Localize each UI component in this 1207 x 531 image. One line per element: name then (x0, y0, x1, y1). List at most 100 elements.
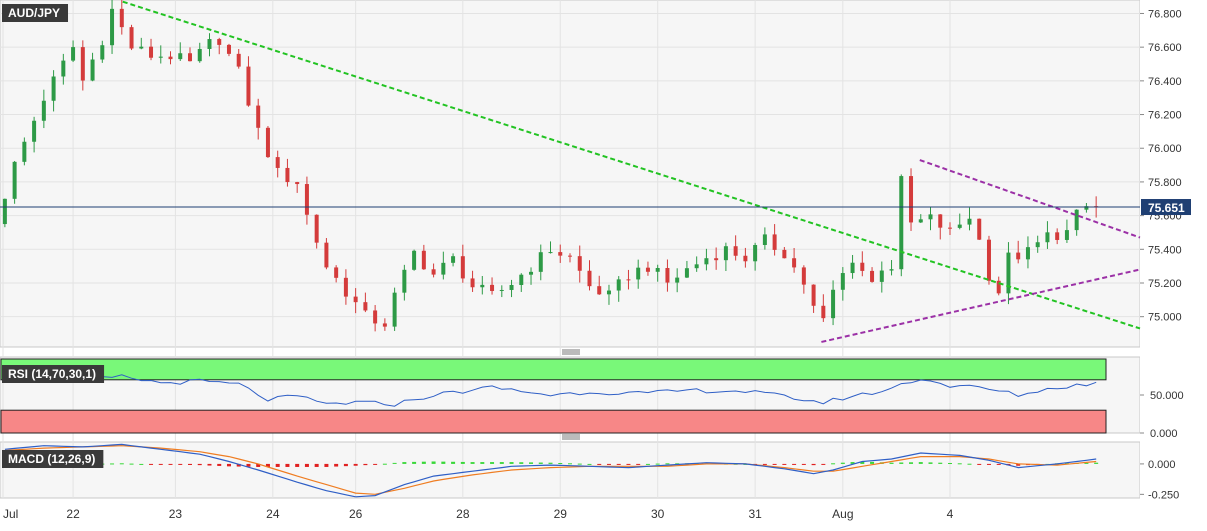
macd-histogram-bar (831, 463, 836, 465)
x-tick-label: Aug (832, 507, 853, 521)
candle (343, 269, 348, 305)
candle-body (51, 76, 56, 101)
candle (265, 126, 270, 158)
macd-histogram-bar (402, 462, 407, 464)
candle (392, 287, 397, 331)
macd-histogram-bar (772, 463, 777, 465)
candle-body (119, 8, 124, 28)
candle-body (382, 323, 387, 327)
x-tick-label: 31 (748, 507, 762, 521)
candle (32, 116, 37, 153)
macd-histogram-bar (977, 463, 982, 465)
candle (850, 254, 855, 279)
candle (295, 181, 300, 193)
green-downtrend-trendline (122, 0, 1141, 330)
x-tick-label: 23 (169, 507, 183, 521)
candle (675, 268, 680, 293)
macd-line (4, 443, 1097, 498)
candle-body (90, 59, 95, 81)
candle-body (441, 262, 446, 275)
candle (119, 0, 124, 35)
candle (977, 218, 982, 241)
x-tick-label: 22 (66, 507, 80, 521)
price-title-badge-text: AUD/JPY (8, 6, 60, 20)
candle-body (61, 60, 66, 77)
candle (71, 40, 76, 63)
candle-body (1084, 206, 1089, 210)
candle-body (762, 234, 767, 245)
candle (753, 242, 758, 271)
candle-body (490, 284, 495, 291)
macd-histogram-bar (509, 462, 514, 464)
candle (899, 174, 904, 277)
price-title-badge (2, 4, 69, 22)
candle (158, 45, 163, 64)
candle-body (334, 267, 339, 278)
macd-histogram-bar (499, 462, 504, 464)
candle-body (675, 277, 680, 283)
macd-tick-label: -0.250 (1148, 489, 1179, 501)
candle-body (577, 256, 582, 271)
macd-histogram-bar (948, 463, 952, 464)
macd-histogram-bar (606, 463, 611, 465)
candle (324, 238, 329, 270)
candle (665, 259, 670, 292)
macd-histogram-bar (197, 463, 202, 466)
candle-body (12, 161, 17, 199)
candle (431, 263, 436, 278)
candle (373, 305, 378, 332)
candle (723, 242, 728, 271)
candle-body (314, 214, 319, 243)
purple-upper-trendline (919, 159, 1141, 239)
price-layer (0, 0, 1141, 343)
candle (645, 261, 650, 276)
candle (314, 214, 319, 249)
candle (110, 0, 115, 54)
candle-body (587, 270, 592, 287)
macd-histogram-bar (158, 463, 163, 465)
candle (246, 56, 251, 107)
candle (879, 261, 884, 293)
price-tick-label: 76.200 (1148, 110, 1182, 122)
candle-body (665, 268, 670, 283)
macd-histogram-bar (909, 462, 914, 464)
candle (811, 284, 816, 313)
last-price-badge (1141, 199, 1191, 216)
macd-histogram-bar (431, 461, 436, 464)
macd-histogram-bar (568, 463, 572, 465)
candle-body (158, 56, 163, 58)
macd-histogram-bar (889, 462, 894, 464)
macd-histogram-bar (304, 463, 309, 467)
macd-histogram-bar (636, 463, 641, 465)
candle-body (207, 39, 212, 49)
candle-body (304, 184, 309, 215)
price-tick-label: 75.000 (1148, 312, 1182, 324)
rsi-line (4, 374, 1097, 407)
candle (568, 253, 572, 263)
macd-histogram-bar (110, 463, 115, 465)
panel-resize-handle-macd[interactable] (562, 434, 580, 440)
macd-histogram-bar (353, 463, 358, 466)
candle (353, 288, 358, 314)
candle-body (80, 47, 85, 81)
candle (938, 214, 943, 240)
candle (1055, 228, 1060, 245)
candle-body (529, 271, 534, 275)
macd-histogram-bar (860, 461, 865, 464)
panel-resize-handle-rsi[interactable] (562, 349, 580, 355)
macd-histogram-bar (918, 462, 923, 464)
candle-body (100, 45, 105, 60)
candle (597, 275, 602, 295)
candle-body (948, 227, 952, 229)
last-price-label: 75.651 (1148, 201, 1185, 215)
macd-histogram-bar (645, 463, 650, 465)
candle (363, 292, 368, 313)
candle (2, 198, 7, 228)
price-tick-label: 75.200 (1148, 278, 1182, 290)
candle-body (645, 267, 650, 272)
candle-body (870, 270, 875, 282)
macd-histogram-bar (587, 463, 592, 465)
rsi-title-badge (2, 365, 105, 383)
candle (928, 207, 933, 231)
macd-histogram-bar (529, 462, 534, 464)
